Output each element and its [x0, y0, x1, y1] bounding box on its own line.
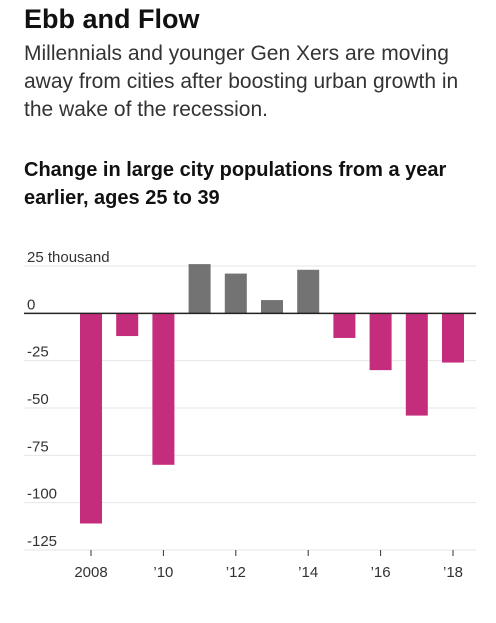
headline: Ebb and Flow [24, 4, 200, 34]
bar-2011 [188, 264, 211, 314]
x-tick-label: ’12 [226, 564, 246, 581]
bar-2008 [80, 313, 102, 524]
x-tick-label: 2008 [74, 564, 107, 581]
bar-2013 [261, 300, 283, 314]
bar-2016 [369, 313, 392, 371]
x-tick-label: ’18 [443, 564, 463, 581]
x-tick-label: ’14 [298, 564, 318, 581]
y-tick-label: -75 [27, 438, 49, 455]
y-tick-label: -25 [27, 344, 49, 361]
bar-2017 [405, 313, 428, 416]
chart-title: Change in large city populations from a … [24, 159, 447, 209]
bar-2012 [224, 273, 247, 314]
bars [80, 264, 464, 524]
y-tick-label: -50 [27, 391, 49, 408]
bar-2009 [116, 313, 139, 337]
x-tick-label: ’16 [371, 564, 391, 581]
bar-2014 [297, 269, 320, 314]
y-tick-label: -125 [27, 533, 57, 550]
bar-2018 [442, 313, 464, 363]
y-tick-label: -100 [27, 486, 57, 503]
dek: Millennials and younger Gen Xers are mov… [24, 42, 459, 121]
x-tick-label: ’10 [153, 564, 173, 581]
axes: 25 thousand 0 -25 -50 -75 -100 -125 2008 ’10 ’12 ’… [24, 249, 476, 581]
y-tick-label: 25 thousand [27, 249, 110, 266]
bar-2010 [152, 313, 175, 465]
bar-2015 [333, 313, 356, 338]
y-tick-label: 0 [27, 296, 35, 313]
